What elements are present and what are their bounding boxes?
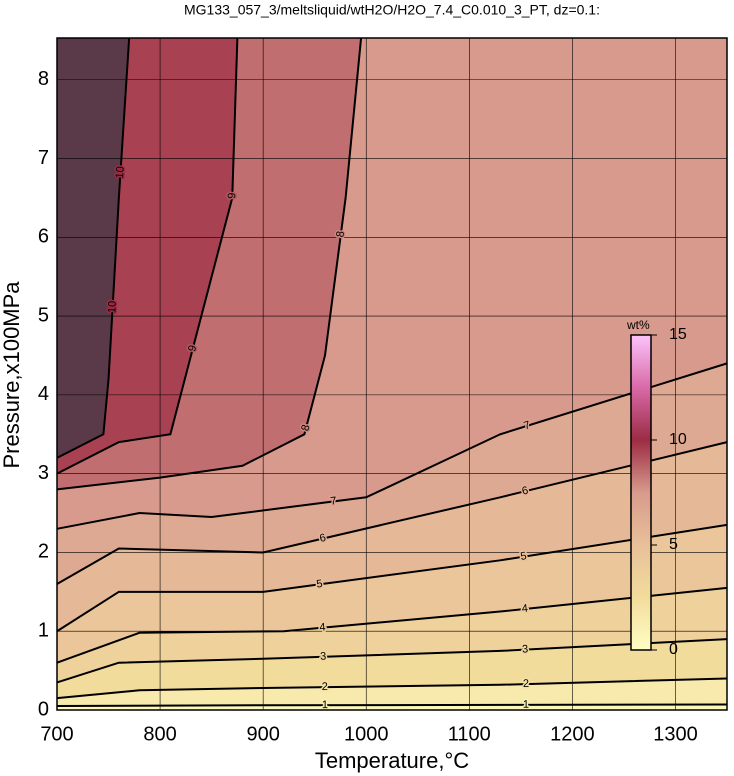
contour-line: [56, 37, 131, 459]
contour-label: 2: [523, 678, 529, 690]
x-tick-label: 700: [40, 723, 73, 745]
contour-line: [56, 362, 728, 530]
colorbar: [630, 334, 652, 651]
contour-label: 10: [106, 301, 119, 314]
contour-line: [56, 523, 728, 633]
contour-label: 3: [522, 643, 529, 655]
contour-label: 1: [322, 699, 328, 711]
contour-label: 9: [186, 344, 199, 353]
contour-label: 8: [299, 423, 312, 432]
contour-label: 7: [330, 495, 338, 508]
contour-label: 6: [319, 532, 328, 545]
contour-label: 9: [226, 192, 238, 199]
y-tick-label: 2: [38, 541, 49, 563]
chart-title: MG133_057_3/meltsliquid/wtH2O/H2O_7.4_C0…: [184, 2, 600, 18]
contour-line: [56, 441, 728, 585]
x-tick-label: 900: [246, 723, 279, 745]
colorbar-tick-label: 0: [669, 641, 678, 658]
contour-label: 5: [520, 550, 528, 563]
x-axis-label: Temperature,°C: [315, 748, 469, 773]
contour-label: 4: [319, 621, 326, 634]
contour-label: 10: [114, 166, 127, 179]
y-tick-label: 7: [38, 147, 49, 169]
y-tick-label: 3: [38, 462, 49, 484]
contour-label: 5: [316, 578, 324, 591]
contour-band: [57, 678, 727, 710]
contour-label: 6: [521, 485, 530, 498]
colorbar-tick-label: 15: [669, 326, 687, 343]
y-tick-label: 4: [38, 383, 49, 405]
plot-frame: [56, 37, 728, 711]
contour-line: [56, 703, 728, 708]
contour-label: 2: [322, 681, 328, 693]
y-tick-label: 5: [38, 304, 49, 326]
x-tick-label: 1300: [653, 723, 698, 745]
contour-line: [56, 37, 363, 491]
y-tick-label: 1: [38, 620, 49, 642]
y-tick-label: 6: [38, 226, 49, 248]
colorbar-label: wt%: [626, 318, 650, 332]
contour-label: 4: [521, 603, 528, 616]
x-tick-label: 1000: [344, 723, 389, 745]
x-tick-label: 1100: [448, 723, 491, 745]
contour-line: [56, 37, 239, 475]
y-tick-label: 0: [38, 698, 49, 720]
contour-line: [56, 677, 728, 700]
y-axis-label: Pressure,x100MPa: [0, 281, 24, 469]
colorbar-tick-label: 10: [669, 431, 687, 448]
contour-label: 3: [320, 651, 327, 663]
x-tick-label: 1200: [550, 723, 595, 745]
x-tick-label: 800: [143, 723, 176, 745]
contour-label: 8: [334, 230, 347, 238]
y-tick-label: 8: [38, 68, 49, 90]
contour-line: [56, 586, 728, 664]
colorbar-tick-label: 5: [669, 536, 678, 553]
contour-line: [56, 638, 728, 684]
contour-label: 1: [523, 699, 529, 711]
